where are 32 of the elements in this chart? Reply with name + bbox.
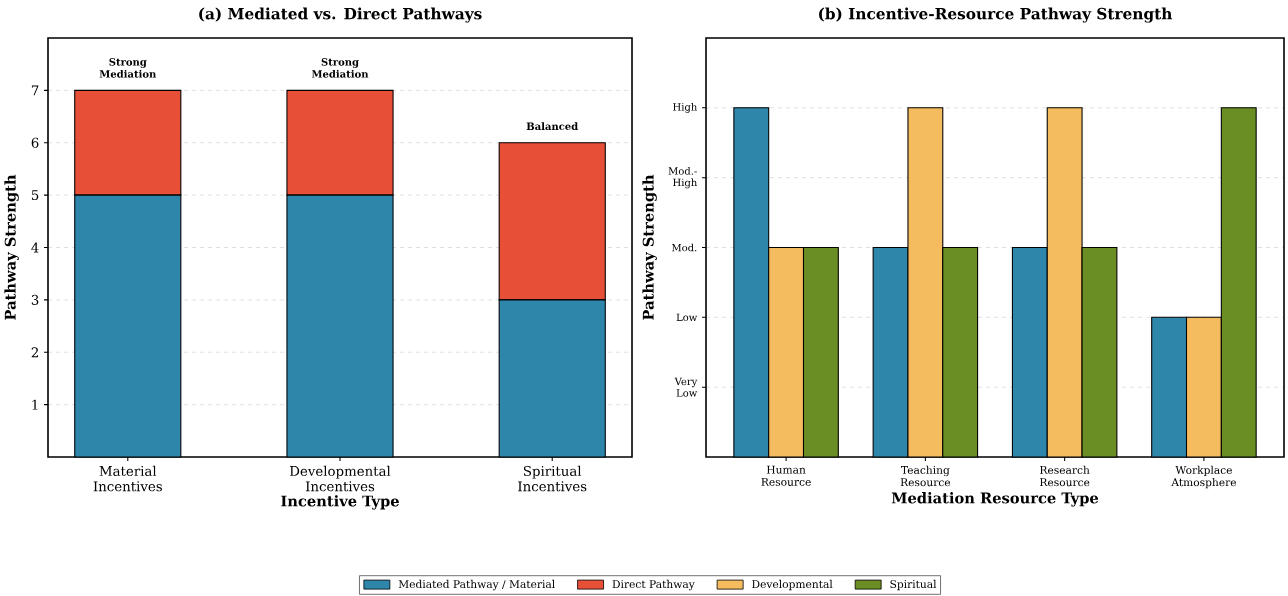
text: High [673, 102, 698, 113]
annotation: Strong Mediation [311, 58, 369, 78]
text: Very Low [674, 377, 698, 397]
x-tick-label: Human Resource [761, 465, 811, 486]
legend-label: Spiritual [890, 579, 937, 591]
y-tick-label: 7 [31, 85, 39, 96]
annotation: Balanced [526, 122, 578, 131]
y-tick-label: 3 [31, 294, 39, 305]
y-tick-label: 4 [31, 242, 39, 253]
y-tick-label: 2 [31, 347, 38, 358]
y-tick-label: 6 [31, 137, 39, 148]
x-tick-label: Workplace Atmosphere [1171, 465, 1236, 489]
text: Low [676, 313, 698, 322]
legend-label: Direct Pathway [612, 579, 695, 591]
x-tick-label: Material Incentives [93, 465, 162, 492]
y-tick-label: 5 [31, 190, 39, 201]
y-axis-title: Pathway Strength [642, 174, 657, 320]
x-tick-label: Spiritual Incentives [518, 465, 587, 492]
text: Mod.-High [668, 167, 698, 189]
legend-label: Developmental [752, 579, 833, 591]
x-tick-label: Research Resource [1039, 465, 1090, 487]
annotation: Strong Mediation [99, 58, 157, 78]
x-axis-title: Mediation Resource Type [891, 492, 1099, 507]
legend-label: Mediated Pathway / Material [398, 579, 555, 591]
chart-title: (b) Incentive-Resource Pathway Strength [819, 7, 1173, 23]
chart-title: (a) Mediated vs. Direct Pathways [199, 7, 482, 23]
y-tick-label: 1 [32, 399, 38, 410]
x-tick-label: Teaching Resource [900, 465, 951, 487]
x-axis-title: Incentive Type [281, 495, 399, 510]
x-tick-label: Developmental Incentives [289, 465, 391, 492]
y-axis-title: Pathway Strength [4, 174, 19, 320]
text: Mod. [671, 243, 697, 252]
